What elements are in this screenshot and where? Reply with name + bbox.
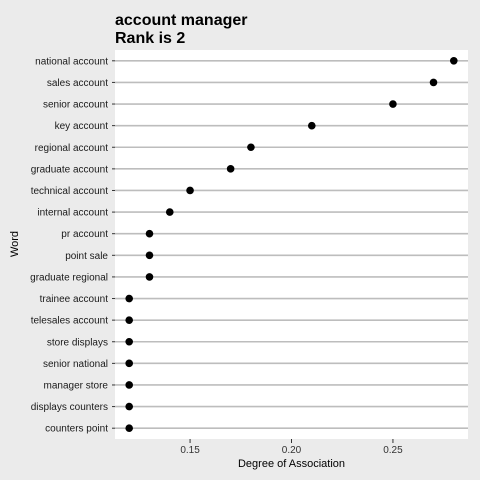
category-label: technical account: [31, 186, 108, 197]
data-point: [186, 187, 194, 195]
data-point: [125, 424, 133, 432]
category-label: key account: [55, 121, 109, 132]
category-label: point sale: [65, 251, 108, 262]
data-point: [125, 360, 133, 368]
data-point: [146, 230, 154, 238]
data-point: [125, 316, 133, 324]
chart-title: account manager: [115, 12, 247, 29]
category-label: national account: [35, 56, 108, 67]
category-label: telesales account: [31, 316, 108, 327]
category-labels: national account sales account senior acco…: [30, 56, 115, 434]
category-label: senior national: [43, 359, 108, 370]
data-point: [227, 165, 235, 173]
data-point: [146, 252, 154, 260]
data-point: [125, 295, 133, 303]
data-point: [389, 100, 397, 108]
category-label: regional account: [35, 143, 109, 154]
category-label: graduate account: [31, 164, 109, 175]
data-point: [125, 381, 133, 389]
plot-panel: [115, 50, 468, 439]
x-tick-label: 0.15: [180, 445, 200, 456]
category-label: manager store: [44, 380, 109, 391]
category-label: trainee account: [40, 294, 109, 305]
chart-subtitle: Rank is 2: [115, 30, 185, 47]
y-axis-title: Word: [9, 231, 21, 257]
data-point: [247, 143, 255, 151]
data-point: [146, 273, 154, 281]
category-label: senior account: [43, 100, 108, 111]
data-point: [125, 403, 133, 411]
data-point: [166, 208, 174, 216]
data-point: [308, 122, 316, 130]
category-label: displays counters: [31, 402, 108, 413]
x-tick-label: 0.25: [383, 445, 403, 456]
data-point: [450, 57, 458, 65]
x-axis-title: Degree of Association: [238, 458, 345, 470]
category-label: counters point: [45, 424, 108, 435]
data-point: [430, 79, 438, 87]
category-label: internal account: [37, 208, 108, 219]
data-point: [125, 338, 133, 346]
x-axis-ticks: 0.15 0.20 0.25: [180, 439, 403, 456]
x-tick-label: 0.20: [282, 445, 302, 456]
category-label: store displays: [47, 337, 108, 348]
category-label: sales account: [47, 78, 108, 89]
category-label: pr account: [61, 229, 108, 240]
category-label: graduate regional: [30, 272, 108, 283]
